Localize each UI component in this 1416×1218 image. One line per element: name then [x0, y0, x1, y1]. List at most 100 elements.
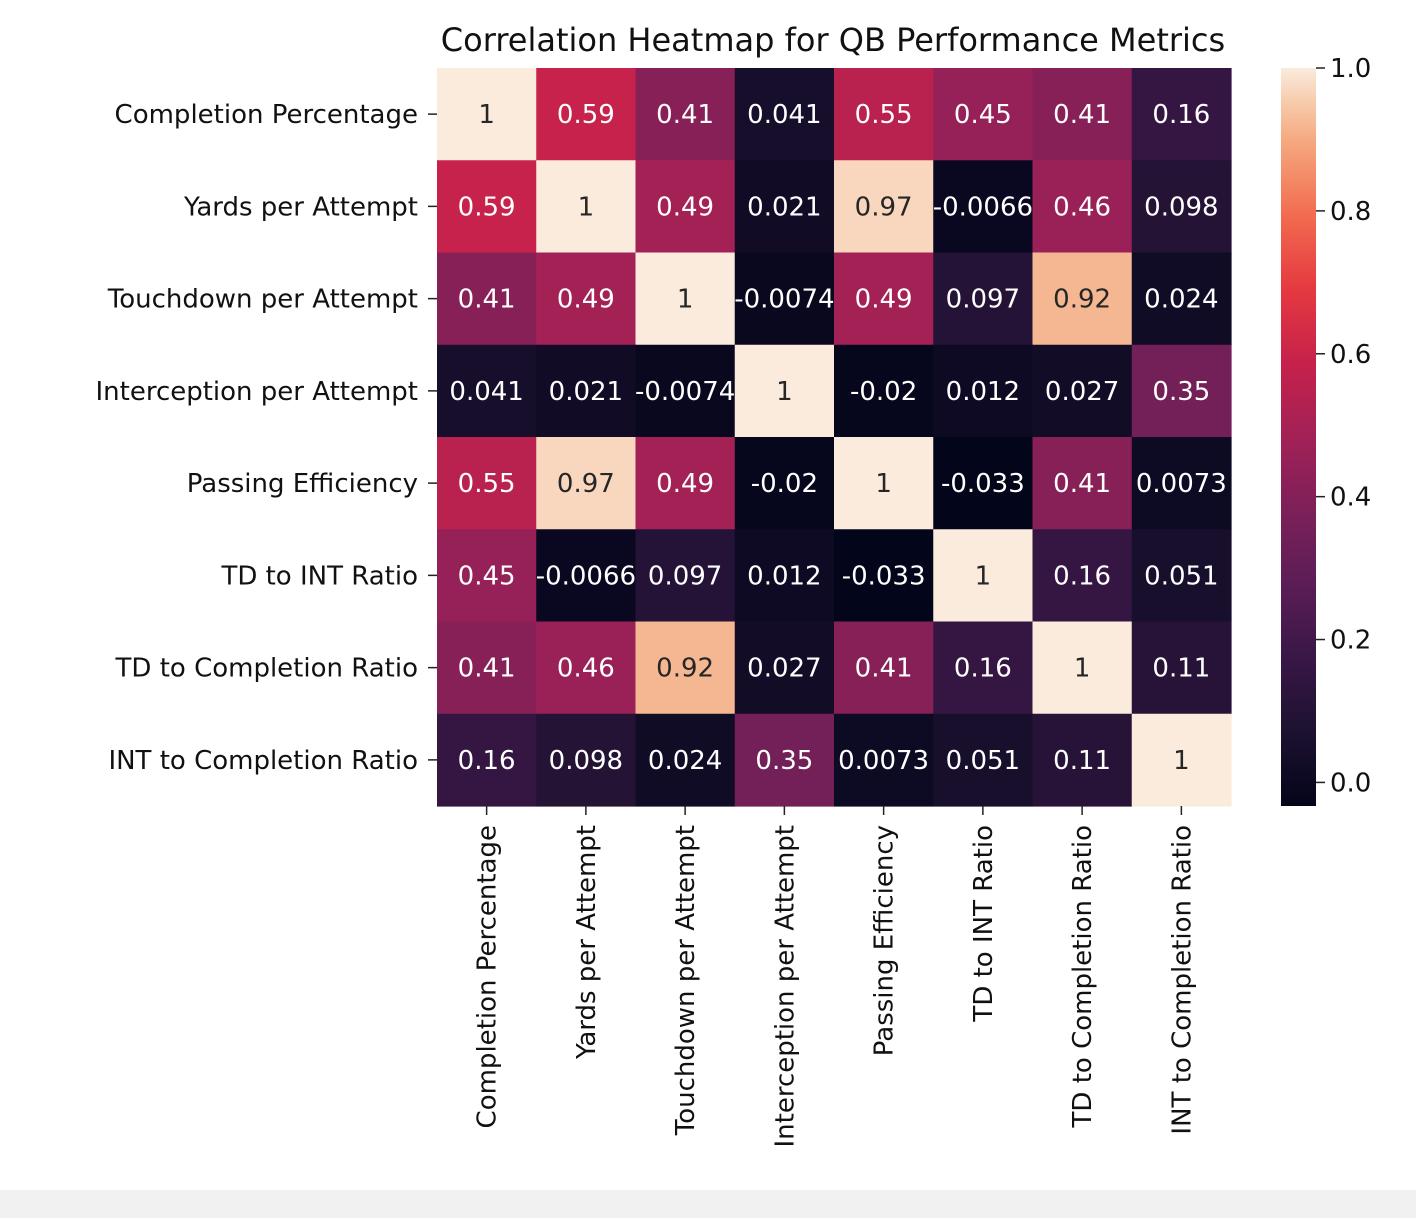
cell-value-label: 0.41 — [458, 285, 516, 315]
cell-value-label: 0.49 — [656, 192, 714, 222]
heatmap-cell — [536, 529, 637, 623]
heatmap-cell — [635, 160, 736, 254]
heatmap-cell — [1131, 621, 1232, 715]
cell-value-label: 0.46 — [557, 654, 615, 684]
colorbar-tick-label: 0.2 — [1330, 626, 1371, 656]
heatmap-cell — [635, 344, 736, 438]
cell-value-label: -0.02 — [850, 377, 917, 407]
cell-value-label: 0.027 — [1045, 377, 1119, 407]
y-tick-label: Completion Percentage — [115, 100, 418, 130]
heatmap-cell — [635, 621, 736, 715]
heatmap-cell — [1131, 160, 1232, 254]
heatmap-cell — [1131, 344, 1232, 438]
x-tick-label: Yards per Attempt — [572, 825, 602, 1060]
heatmap-cell — [1032, 621, 1133, 715]
y-tick-label: Yards per Attempt — [183, 192, 418, 222]
y-tick-label: Interception per Attempt — [95, 377, 418, 407]
heatmap-cell — [1032, 68, 1133, 161]
heatmap-cell — [1131, 437, 1232, 530]
heatmap-cells — [437, 68, 1232, 807]
x-tick-label: TD to Completion Ratio — [1068, 825, 1098, 1128]
cell-value-label: 0.024 — [1144, 285, 1218, 315]
heatmap-cell — [1032, 713, 1133, 807]
heatmap-cell — [437, 160, 537, 254]
heatmap-cell — [933, 252, 1034, 346]
x-axis-tick-labels: Completion Percentage Yards per Attempt To… — [473, 806, 1197, 1148]
heatmap-cell — [933, 621, 1034, 715]
cell-value-label: 0.97 — [855, 192, 913, 222]
x-tick-label: Completion Percentage — [473, 825, 503, 1128]
cell-value-label: 0.92 — [1053, 285, 1111, 315]
heatmap-cell — [933, 68, 1034, 161]
cell-value-label: 0.49 — [656, 469, 714, 499]
cell-value-label: -0.0074 — [635, 377, 735, 407]
cell-value-label: 0.41 — [1053, 100, 1111, 130]
cell-value-label: 0.16 — [1152, 100, 1210, 130]
heatmap-cell — [734, 621, 835, 715]
heatmap-cell — [834, 621, 934, 715]
cell-value-label: 0.051 — [1144, 561, 1218, 591]
cell-value-label: 0.35 — [755, 746, 813, 776]
cell-value-label: 0.59 — [458, 192, 516, 222]
cell-value-label: 0.41 — [1053, 469, 1111, 499]
heatmap-cell — [1131, 713, 1232, 807]
heatmap-cell — [536, 68, 637, 161]
y-axis-tick-labels: Completion Percentage Yards per Attempt To… — [95, 100, 437, 776]
heatmap-cell — [536, 344, 637, 438]
colorbar-tick-label: 1.0 — [1330, 54, 1371, 84]
cell-value-label: 0.021 — [747, 192, 821, 222]
heatmap-cell — [1032, 160, 1133, 254]
heatmap-cell — [933, 713, 1034, 807]
cell-value-label: 0.0073 — [838, 746, 929, 776]
cell-value-label: 0.051 — [946, 746, 1020, 776]
cell-value-label: 0.0073 — [1136, 469, 1227, 499]
heatmap-cell — [834, 252, 934, 346]
heatmap-cell — [933, 529, 1034, 623]
heatmap-cell — [933, 344, 1034, 438]
cell-value-label: 1 — [875, 469, 892, 499]
heatmap-cell — [536, 252, 637, 346]
heatmap-cell — [1032, 252, 1133, 346]
x-tick-label: INT to Completion Ratio — [1167, 825, 1197, 1135]
heatmap-cell — [536, 713, 637, 807]
cell-value-label: 0.35 — [1152, 377, 1210, 407]
heatmap-cell — [437, 344, 537, 438]
cell-value-label: -0.0066 — [933, 192, 1033, 222]
cell-value-label: 0.041 — [747, 100, 821, 130]
cell-value-label: 1 — [975, 561, 992, 591]
x-tick-label: TD to INT Ratio — [969, 825, 999, 1023]
cell-value-label: 0.49 — [855, 285, 913, 315]
window-bottom-strip — [0, 1190, 1416, 1218]
heatmap-cell — [734, 252, 835, 346]
cell-value-label: 0.46 — [1053, 192, 1111, 222]
heatmap-cell — [734, 713, 835, 807]
heatmap-cell — [437, 713, 537, 807]
cell-value-label: -0.0066 — [536, 561, 636, 591]
heatmap-cell — [734, 68, 835, 161]
x-tick-label: Interception per Attempt — [770, 825, 800, 1148]
heatmap-cell — [437, 252, 537, 346]
cell-value-label: 0.021 — [549, 377, 623, 407]
heatmap-cell — [1032, 529, 1133, 623]
heatmap-cell — [536, 437, 637, 530]
heatmap-cell — [834, 437, 934, 530]
cell-value-label: 0.024 — [648, 746, 722, 776]
heatmap-cell — [734, 344, 835, 438]
heatmap-cell — [635, 713, 736, 807]
heatmap-cell — [834, 713, 934, 807]
colorbar-tick-label: 0.0 — [1330, 768, 1371, 798]
colorbar-tick-label: 0.6 — [1330, 340, 1371, 370]
cell-value-label: 0.41 — [656, 100, 714, 130]
heatmap-cell — [933, 437, 1034, 530]
heatmap-cell — [536, 160, 637, 254]
cell-value-label: 0.55 — [458, 469, 516, 499]
cell-value-label: 1 — [677, 285, 694, 315]
heatmap-cell — [834, 160, 934, 254]
cell-value-label: 0.16 — [1053, 561, 1111, 591]
heatmap-cell — [734, 437, 835, 530]
heatmap-cell — [834, 529, 934, 623]
y-tick-label: Passing Efficiency — [187, 469, 418, 499]
cell-value-label: -0.033 — [842, 561, 926, 591]
cell-value-label: 1 — [578, 192, 595, 222]
colorbar-tick-label: 0.8 — [1330, 197, 1371, 227]
